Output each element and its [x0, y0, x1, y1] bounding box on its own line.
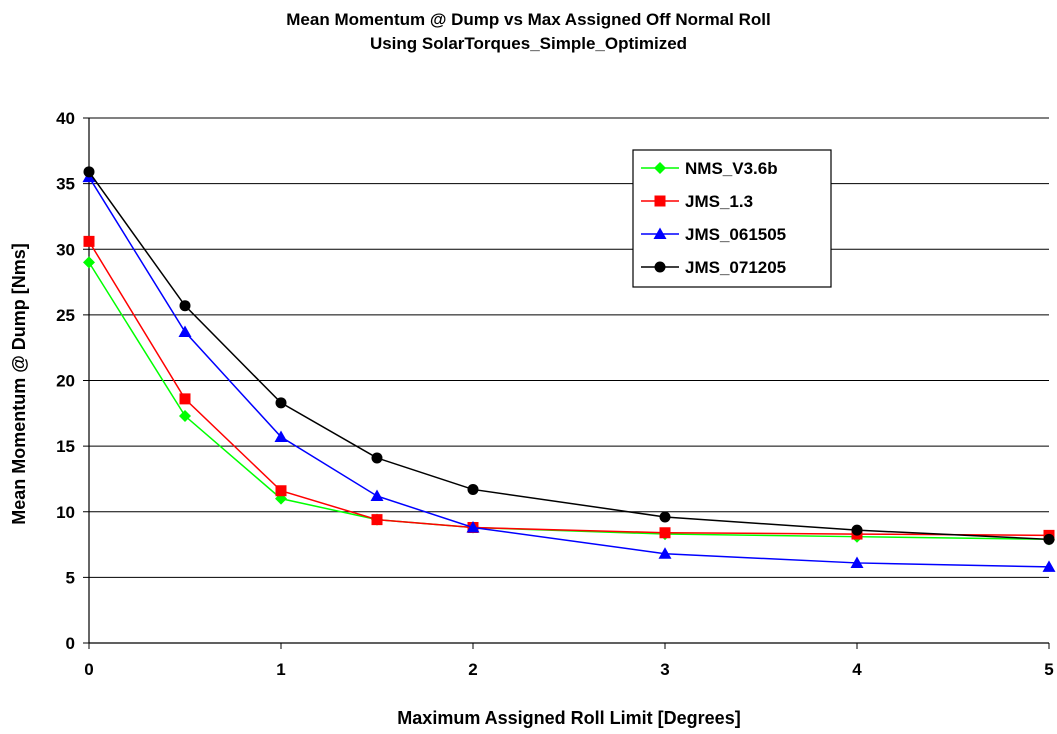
axes — [83, 117, 1050, 649]
data-point — [274, 430, 288, 442]
legend-item: JMS_071205 — [641, 258, 786, 277]
legend-marker — [654, 195, 666, 207]
series-jms-071205 — [83, 166, 1055, 545]
series-jms-1-3 — [83, 235, 1055, 541]
y-tick-label: 15 — [56, 437, 75, 456]
data-point — [1042, 560, 1056, 572]
y-tick-label: 25 — [56, 306, 75, 325]
series-jms-061505 — [82, 170, 1056, 572]
data-point — [179, 393, 191, 405]
data-point — [83, 256, 95, 269]
legend-marker — [653, 227, 667, 239]
x-tick-label: 2 — [468, 660, 477, 679]
legend: NMS_V3.6b JMS_1.3 JMS_061505 JMS_071205 — [632, 149, 832, 288]
legend-item: NMS_V3.6b — [641, 159, 778, 178]
series-line — [88, 176, 1050, 568]
x-tick-label: 3 — [660, 660, 669, 679]
data-point — [467, 483, 479, 495]
data-point — [851, 524, 863, 536]
data-point — [850, 556, 864, 568]
x-tick-label: 0 — [84, 660, 93, 679]
y-tick-label: 10 — [56, 503, 75, 522]
chart-subtitle-line: Using SolarTorques_Simple_Optimized — [369, 34, 688, 53]
legend-box — [632, 149, 832, 288]
data-series — [82, 166, 1056, 572]
data-point — [371, 452, 383, 464]
data-point — [179, 409, 191, 422]
x-tick-label: 4 — [852, 660, 862, 679]
tick-labels: 0 5 10 15 20 25 30 35 40 0 1 2 3 4 5 — [56, 109, 1054, 679]
data-point — [371, 514, 383, 526]
series-line — [88, 171, 1050, 541]
grid-lines — [89, 117, 1049, 578]
y-tick-label: 5 — [66, 568, 75, 587]
legend-marker — [654, 162, 666, 174]
x-tick-label: 5 — [1044, 660, 1053, 679]
series-line — [88, 261, 1050, 541]
y-tick-label: 30 — [56, 240, 75, 259]
legend-label: JMS_061505 — [685, 225, 786, 244]
y-tick-label: 20 — [56, 372, 75, 391]
chart-title: Mean Momentum @ Dump vs Max Assigned Off… — [0, 8, 1057, 56]
data-point — [178, 325, 192, 337]
chart-title-line: Mean Momentum @ Dump vs Max Assigned Off… — [286, 10, 771, 29]
legend-label: JMS_071205 — [685, 258, 786, 277]
x-axis-title: Maximum Assigned Roll Limit [Degrees] — [397, 708, 740, 728]
y-tick-label: 35 — [56, 175, 75, 194]
legend-marker — [654, 261, 666, 273]
data-point — [275, 397, 287, 409]
data-point — [275, 485, 287, 497]
data-point — [179, 300, 191, 312]
legend-item: JMS_061505 — [641, 225, 786, 244]
data-point — [466, 521, 480, 533]
x-tick-label: 1 — [276, 660, 285, 679]
data-point — [659, 511, 671, 523]
legend-label: JMS_1.3 — [685, 192, 753, 211]
y-tick-label: 0 — [66, 634, 75, 653]
data-point — [658, 547, 672, 559]
data-point — [83, 235, 95, 247]
data-point — [1043, 533, 1055, 545]
legend-label: NMS_V3.6b — [685, 159, 778, 178]
y-tick-label: 40 — [56, 109, 75, 128]
series-line — [88, 240, 1050, 537]
y-axis-title: Mean Momentum @ Dump [Nms] — [9, 243, 29, 525]
data-point — [370, 489, 384, 501]
series-nms-v3-6b — [83, 256, 1055, 546]
data-point — [659, 527, 671, 539]
legend-item: JMS_1.3 — [641, 192, 753, 211]
data-point — [83, 166, 95, 178]
